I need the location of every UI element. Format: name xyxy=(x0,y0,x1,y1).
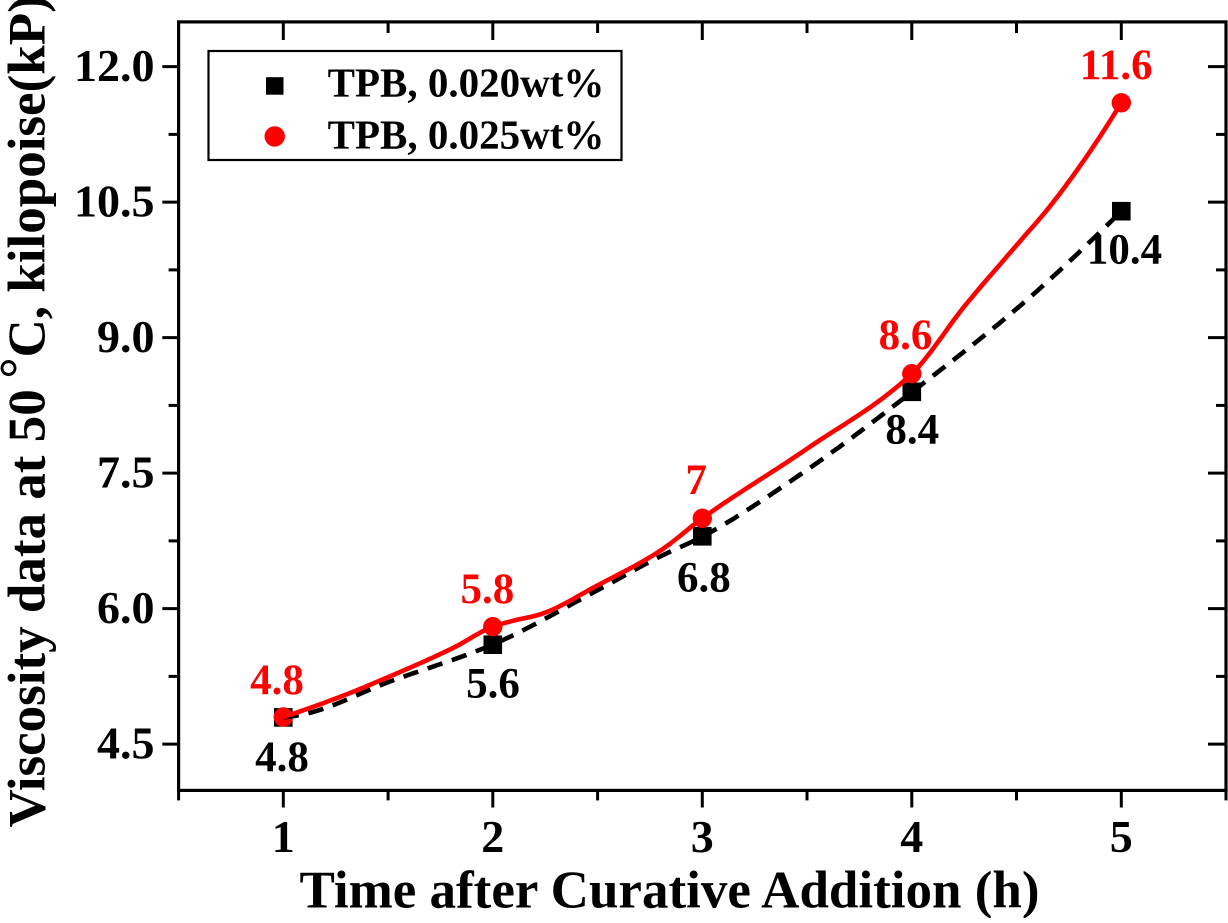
svg-text:7.5: 7.5 xyxy=(97,447,155,498)
svg-text:8.6: 8.6 xyxy=(879,312,933,359)
svg-text:11.6: 11.6 xyxy=(1080,42,1153,89)
svg-text:6.8: 6.8 xyxy=(677,555,731,602)
svg-text:2: 2 xyxy=(481,811,504,862)
svg-text:10.5: 10.5 xyxy=(74,176,155,227)
svg-text:7: 7 xyxy=(686,457,708,504)
svg-text:4: 4 xyxy=(900,811,923,862)
svg-text:4.8: 4.8 xyxy=(250,657,304,704)
svg-text:10.4: 10.4 xyxy=(1087,227,1162,274)
svg-text:TPB, 0.025wt%: TPB, 0.025wt% xyxy=(328,112,605,158)
svg-text:12.0: 12.0 xyxy=(74,40,155,91)
svg-text:8.4: 8.4 xyxy=(885,407,939,454)
svg-text:4.8: 4.8 xyxy=(255,734,309,781)
svg-text:9.0: 9.0 xyxy=(97,311,155,362)
svg-text:TPB, 0.020wt%: TPB, 0.020wt% xyxy=(328,59,605,105)
svg-text:3: 3 xyxy=(691,811,714,862)
svg-text:6.0: 6.0 xyxy=(97,582,155,633)
svg-text:Time after Curative Addition (: Time after Curative Addition (h) xyxy=(299,862,1039,919)
svg-text:5.8: 5.8 xyxy=(461,566,515,613)
svg-text:Viscosity data at 50 °C, kilop: Viscosity data at 50 °C, kilopoise(kP) xyxy=(0,0,57,828)
svg-text:1: 1 xyxy=(272,811,295,862)
svg-text:5.6: 5.6 xyxy=(466,660,520,707)
svg-text:5: 5 xyxy=(1110,811,1133,862)
svg-text:4.5: 4.5 xyxy=(97,718,155,769)
